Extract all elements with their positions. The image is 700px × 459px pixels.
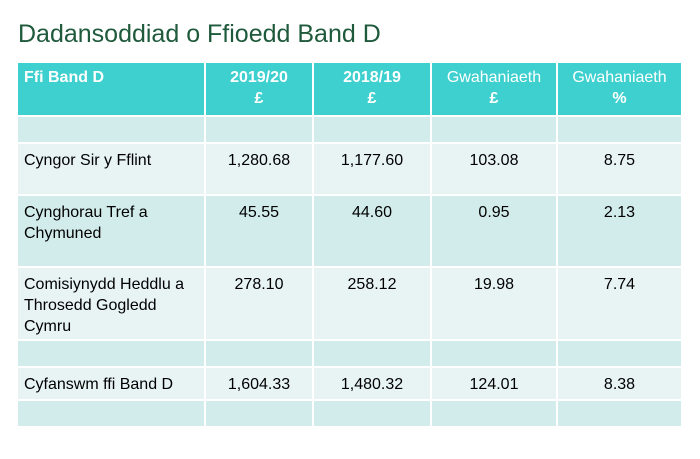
table-cell: 1,604.33 (204, 366, 314, 401)
table-cell (312, 339, 432, 368)
table-cell: 19.98 (430, 266, 558, 341)
table-cell: 1,280.68 (204, 142, 314, 196)
band-d-table: Ffi Band D 2019/20 £ 2018/19 £ Gwahaniae… (16, 61, 683, 428)
table-cell (556, 115, 683, 144)
header-row: Ffi Band D 2019/20 £ 2018/19 £ Gwahaniae… (16, 61, 683, 117)
table-cell (312, 115, 432, 144)
table-row: Cyngor Sir y Fflint 1,280.68 1,177.60 10… (16, 142, 683, 196)
table-cell: 1,177.60 (312, 142, 432, 196)
table-cell: 8.75 (556, 142, 683, 196)
table-cell: 8.38 (556, 366, 683, 401)
table-cell (556, 339, 683, 368)
table-cell: 258.12 (312, 266, 432, 341)
table-cell (430, 339, 558, 368)
table-cell (204, 115, 314, 144)
table-cell: 1,480.32 (312, 366, 432, 401)
table-cell (430, 399, 558, 428)
table-cell (16, 399, 206, 428)
table-cell (312, 399, 432, 428)
table-row: Cyfanswm ffi Band D 1,604.33 1,480.32 12… (16, 366, 683, 401)
table-cell: Comisiynydd Heddlu a Throsedd Gogledd Cy… (16, 266, 206, 341)
table-cell: 0.95 (430, 194, 558, 268)
table-cell: 103.08 (430, 142, 558, 196)
table-cell (16, 339, 206, 368)
table-cell: 44.60 (312, 194, 432, 268)
table-cell (556, 399, 683, 428)
table-cell: Cynghorau Tref a Chymuned (16, 194, 206, 268)
table-cell: 124.01 (430, 366, 558, 401)
table-cell: 278.10 (204, 266, 314, 341)
table-cell (204, 339, 314, 368)
table-cell: 7.74 (556, 266, 683, 341)
table-cell (204, 399, 314, 428)
header-cell: Gwahaniaeth £ (430, 61, 558, 117)
table-row (16, 399, 683, 428)
table-cell: 45.55 (204, 194, 314, 268)
table-cell: 2.13 (556, 194, 683, 268)
table-row: Cynghorau Tref a Chymuned 45.55 44.60 0.… (16, 194, 683, 268)
table-cell (16, 115, 206, 144)
table-cell: Cyngor Sir y Fflint (16, 142, 206, 196)
table-cell (430, 115, 558, 144)
table-row (16, 115, 683, 144)
slide-title: Dadansoddiad o Ffioedd Band D (18, 20, 381, 48)
table-row (16, 339, 683, 368)
header-cell: Gwahaniaeth % (556, 61, 683, 117)
header-cell: Ffi Band D (16, 61, 206, 117)
table-cell: Cyfanswm ffi Band D (16, 366, 206, 401)
table-row: Comisiynydd Heddlu a Throsedd Gogledd Cy… (16, 266, 683, 341)
header-cell: 2019/20 £ (204, 61, 314, 117)
header-cell: 2018/19 £ (312, 61, 432, 117)
